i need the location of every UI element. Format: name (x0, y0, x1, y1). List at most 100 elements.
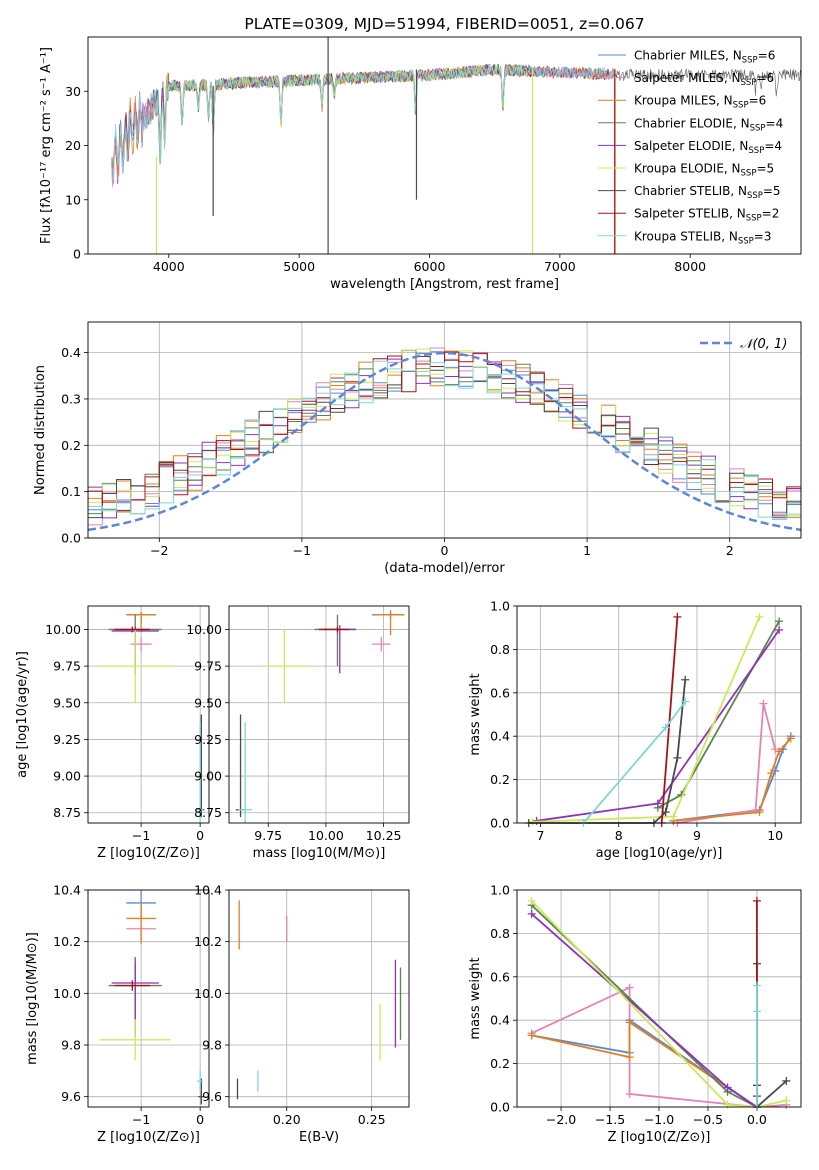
x-tick-label: −1 (293, 543, 311, 558)
weight-marker (625, 1018, 634, 1027)
spectrum-lines (111, 37, 801, 254)
weight-line (660, 616, 679, 824)
weight-line (756, 963, 787, 1109)
x-tick-label: 5000 (283, 259, 315, 274)
legend-label: Salpeter MILES, NSSP=6 (634, 71, 774, 88)
residuals-ylabel: Normed distribution (33, 365, 48, 495)
weight-marker (625, 1053, 634, 1062)
legend-subscript: SSP (733, 101, 749, 111)
weight-marker (625, 983, 634, 992)
weight-marker (755, 612, 764, 621)
legend-value: =6 (758, 49, 776, 63)
legend-label: Chabrier STELIB, NSSP=5 (634, 184, 781, 201)
weight-vs-Z-ylabel: mass weight (468, 957, 483, 1039)
y-tick-label: 0.6 (490, 685, 510, 700)
legend-value: =5 (756, 162, 774, 176)
residuals-steps (88, 347, 801, 532)
weight-marker (775, 625, 784, 634)
y-tick-label: 0.0 (490, 1100, 510, 1115)
weight-marker (759, 699, 768, 708)
mass-vs-Z-ylabel: mass [log10(M/M⊙)] (25, 932, 40, 1065)
weight-marker (786, 734, 795, 743)
x-tick-label: −1 (132, 1112, 150, 1127)
y-tick-label: 10.00 (45, 622, 81, 637)
y-tick-label: 1.0 (490, 599, 510, 614)
legend-label: Salpeter ELODIE, NSSP=4 (634, 139, 782, 156)
age-vs-Z-errorbars (99, 611, 205, 823)
mass-vs-EBV-xlabel: E(B-V) (299, 1130, 339, 1145)
x-tick-label: 10.25 (366, 828, 402, 843)
y-tick-label: 10.4 (194, 883, 222, 898)
weight-marker (669, 812, 678, 821)
weight-line (536, 629, 780, 822)
mass-vs-EBV-errorbars (236, 900, 402, 1100)
x-tick-label: 10 (767, 828, 783, 843)
x-tick-label: 8 (615, 828, 623, 843)
mass-vs-EBV-frame (228, 889, 410, 1108)
x-tick-label: 0.0 (747, 1112, 767, 1127)
x-tick-label: 7 (536, 828, 544, 843)
age-vs-mass-axes: 9.75 10.00 10.25 8.75 9.00 9.25 9.50 9.75 10.00 (186, 606, 409, 843)
weight-marker (752, 896, 761, 905)
weight-marker (782, 1076, 791, 1085)
residuals-axes: −2 −1 0 1 2 0.0 0.1 0.2 0.3 0.4 (61, 322, 801, 558)
y-tick-label: 0.6 (490, 969, 510, 984)
residual-histogram (88, 360, 801, 526)
y-tick-label: 0.8 (490, 926, 510, 941)
spectrum-xlabel: wavelength [Angstrom, rest frame] (330, 277, 559, 292)
y-tick-label: 9.50 (194, 695, 222, 710)
legend-subscript: SSP (741, 78, 757, 88)
legend-label: Salpeter STELIB, NSSP=2 (634, 207, 779, 224)
weight-marker (775, 747, 784, 756)
x-tick-label: 9.75 (254, 828, 282, 843)
y-tick-label: 10 (65, 192, 81, 207)
y-tick-label: 0.3 (61, 391, 81, 406)
y-tick-label: 10.0 (194, 986, 222, 1001)
legend-subscript: SSP (746, 214, 762, 224)
x-tick-label: 2 (726, 543, 734, 558)
y-tick-label: 0 (73, 247, 81, 262)
x-tick-label: 7000 (544, 259, 576, 274)
y-tick-label: 10.0 (53, 986, 81, 1001)
x-tick-label: 0 (196, 1112, 204, 1127)
age-vs-Z-ylabel: age [log10(age/yr)] (15, 651, 30, 778)
weight-marker (681, 697, 690, 706)
legend-value: =6 (749, 94, 767, 108)
y-tick-label: 10.4 (53, 883, 81, 898)
weight-vs-age-frame (516, 605, 802, 824)
x-tick-label: −1 (132, 828, 150, 843)
y-tick-label: 9.8 (202, 1038, 222, 1053)
weight-marker (527, 909, 536, 918)
x-tick-label: 0 (441, 543, 449, 558)
legend-label: Chabrier ELODIE, NSSP=4 (634, 116, 783, 133)
spectrum-frame (87, 36, 802, 255)
y-tick-label: 9.75 (194, 659, 222, 674)
legend-label: Kroupa MILES, NSSP=6 (634, 94, 766, 111)
y-tick-label: 1.0 (490, 883, 510, 898)
legend-subscript: SSP (742, 56, 758, 66)
y-tick-label: 0.4 (490, 1013, 510, 1028)
y-tick-label: 0.2 (490, 772, 510, 787)
residuals-frame (87, 321, 802, 539)
y-tick-label: 0.4 (61, 345, 81, 360)
x-tick-label: 6000 (414, 259, 446, 274)
legend-value: =3 (754, 229, 772, 243)
residuals-xlabel: (data-model)/error (384, 561, 505, 576)
age-vs-mass-errorbars (235, 610, 405, 823)
y-tick-label: 20 (65, 138, 81, 153)
x-tick-label: 9 (693, 828, 701, 843)
mass-vs-Z-errorbars (99, 890, 205, 1105)
y-tick-label: 0.8 (490, 642, 510, 657)
y-tick-label: 9.50 (53, 695, 81, 710)
weight-marker (752, 1007, 761, 1016)
weight-marker (723, 1083, 732, 1092)
legend-subscript: SSP (750, 123, 766, 133)
y-tick-label: 10.00 (186, 622, 222, 637)
legend-subscript: SSP (738, 236, 754, 246)
spectrum-title: PLATE=0309, MJD=51994, FIBERID=0051, z=0… (244, 15, 644, 33)
weight-vs-age-xlabel: age [log10(age/yr)] (596, 846, 723, 861)
legend-label: Chabrier MILES, NSSP=6 (634, 49, 775, 66)
age-vs-Z-axes: −1 0 8.75 9.00 9.25 9.50 9.75 10.00 (45, 606, 209, 843)
spectrum-line-chabrier-elodie (155, 64, 534, 165)
